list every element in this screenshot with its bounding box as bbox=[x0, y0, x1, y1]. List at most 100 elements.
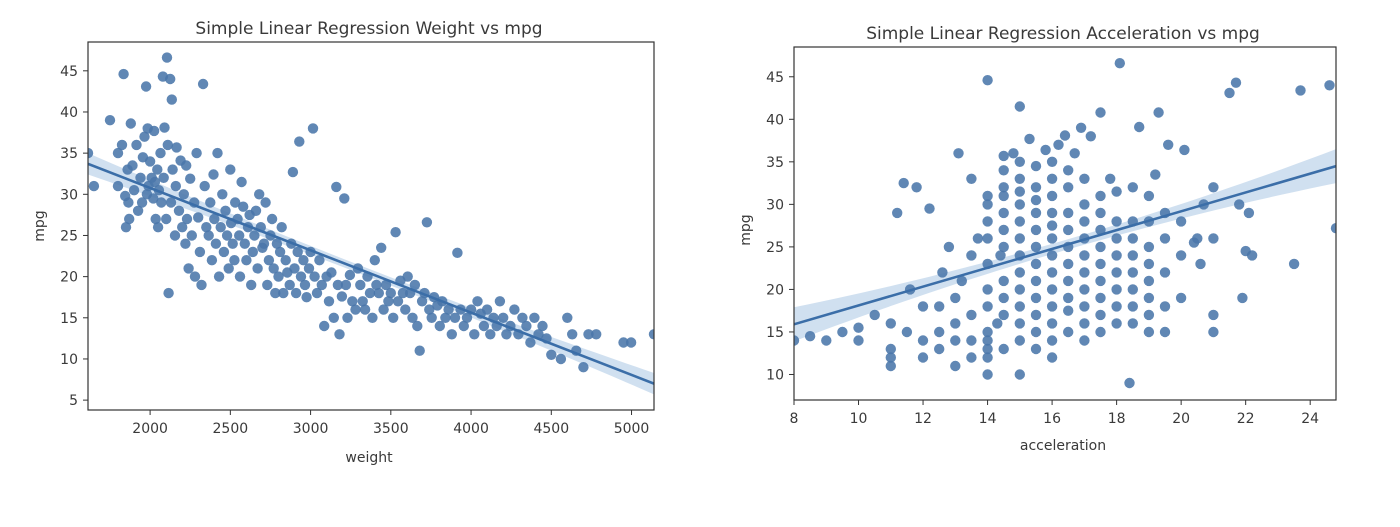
data-point bbox=[144, 156, 156, 167]
data-point bbox=[167, 164, 178, 175]
data-point bbox=[1075, 122, 1087, 133]
data-point bbox=[1046, 301, 1058, 312]
x-tick-label: 18 bbox=[1108, 411, 1126, 427]
data-point bbox=[294, 136, 305, 147]
data-point bbox=[1030, 258, 1042, 270]
data-point bbox=[452, 247, 463, 258]
data-point bbox=[120, 222, 132, 233]
data-point bbox=[481, 304, 493, 315]
data-point bbox=[1046, 207, 1058, 219]
data-point bbox=[193, 212, 204, 223]
data-point bbox=[1095, 275, 1106, 287]
data-point bbox=[1230, 77, 1242, 88]
data-point bbox=[1030, 224, 1042, 236]
data-point bbox=[1208, 309, 1219, 321]
data-point bbox=[1063, 305, 1074, 316]
data-point bbox=[1014, 101, 1025, 112]
data-point bbox=[1079, 318, 1090, 329]
chart-weight-vs-mpg: Simple Linear Regression Weight vs mpg w… bbox=[32, 19, 655, 466]
data-point bbox=[1143, 190, 1155, 202]
data-point bbox=[950, 292, 961, 304]
data-point bbox=[461, 312, 473, 323]
data-point bbox=[1079, 335, 1090, 346]
data-point bbox=[494, 296, 506, 307]
data-point bbox=[1063, 275, 1074, 287]
data-point bbox=[344, 269, 356, 281]
data-point bbox=[1111, 186, 1122, 197]
data-point bbox=[88, 147, 94, 159]
data-point bbox=[197, 78, 209, 90]
data-point bbox=[1127, 250, 1139, 261]
data-point bbox=[1127, 182, 1139, 193]
data-point bbox=[901, 326, 913, 338]
data-point bbox=[118, 68, 129, 80]
data-point bbox=[125, 118, 136, 129]
data-point bbox=[1046, 233, 1058, 244]
data-point bbox=[276, 222, 287, 233]
data-point bbox=[1111, 216, 1122, 227]
data-point bbox=[1030, 309, 1042, 321]
data-point bbox=[218, 246, 230, 258]
data-point bbox=[307, 123, 319, 134]
data-point bbox=[546, 349, 557, 360]
data-point bbox=[966, 335, 977, 346]
plot-frame bbox=[793, 46, 1337, 401]
data-point bbox=[131, 139, 142, 151]
data-point bbox=[1095, 190, 1106, 202]
data-point bbox=[263, 255, 275, 266]
data-point bbox=[238, 201, 249, 212]
y-axis-label: mpg bbox=[738, 214, 754, 245]
data-point bbox=[972, 233, 984, 244]
data-point bbox=[1143, 275, 1155, 287]
data-point bbox=[953, 148, 964, 159]
data-point bbox=[1030, 182, 1042, 193]
data-point bbox=[1046, 190, 1058, 202]
data-point bbox=[274, 246, 286, 258]
y-tick-label: 30 bbox=[766, 197, 784, 213]
y-tick-label: 35 bbox=[60, 146, 78, 162]
data-point bbox=[1143, 241, 1155, 253]
data-point bbox=[1095, 258, 1106, 270]
data-point bbox=[648, 329, 654, 340]
x-tick-label: 4500 bbox=[533, 421, 569, 437]
data-point bbox=[323, 296, 335, 307]
data-point bbox=[1195, 258, 1206, 270]
x-tick-label: 20 bbox=[1172, 411, 1190, 427]
data-point bbox=[998, 224, 1009, 236]
data-point bbox=[982, 335, 993, 346]
regression-line bbox=[794, 164, 1336, 326]
data-point bbox=[998, 182, 1009, 193]
data-point bbox=[1159, 233, 1171, 244]
data-point bbox=[1111, 318, 1122, 329]
data-point bbox=[1143, 326, 1155, 338]
data-point bbox=[1079, 199, 1090, 210]
data-point bbox=[152, 164, 163, 175]
data-point bbox=[1079, 301, 1090, 312]
data-point bbox=[1030, 194, 1042, 206]
data-point bbox=[1150, 169, 1161, 180]
data-point bbox=[1234, 199, 1245, 210]
data-point bbox=[869, 309, 880, 321]
data-point bbox=[618, 337, 629, 348]
data-point bbox=[292, 246, 303, 258]
data-point bbox=[104, 115, 116, 126]
data-point bbox=[1030, 207, 1042, 219]
data-point bbox=[206, 255, 218, 266]
data-point bbox=[950, 335, 961, 346]
data-point bbox=[998, 165, 1009, 176]
x-tick-label: 4000 bbox=[453, 421, 489, 437]
data-point bbox=[1295, 85, 1306, 96]
data-point bbox=[1095, 224, 1106, 236]
data-point bbox=[112, 180, 124, 192]
data-point bbox=[124, 213, 135, 225]
data-point bbox=[196, 279, 207, 291]
data-point bbox=[165, 73, 176, 85]
data-point bbox=[1014, 284, 1025, 295]
data-point bbox=[982, 75, 993, 86]
data-point bbox=[837, 326, 848, 338]
data-point bbox=[171, 142, 182, 153]
data-point bbox=[258, 238, 270, 249]
data-point bbox=[1063, 224, 1074, 236]
x-tick-label: 22 bbox=[1237, 411, 1255, 427]
